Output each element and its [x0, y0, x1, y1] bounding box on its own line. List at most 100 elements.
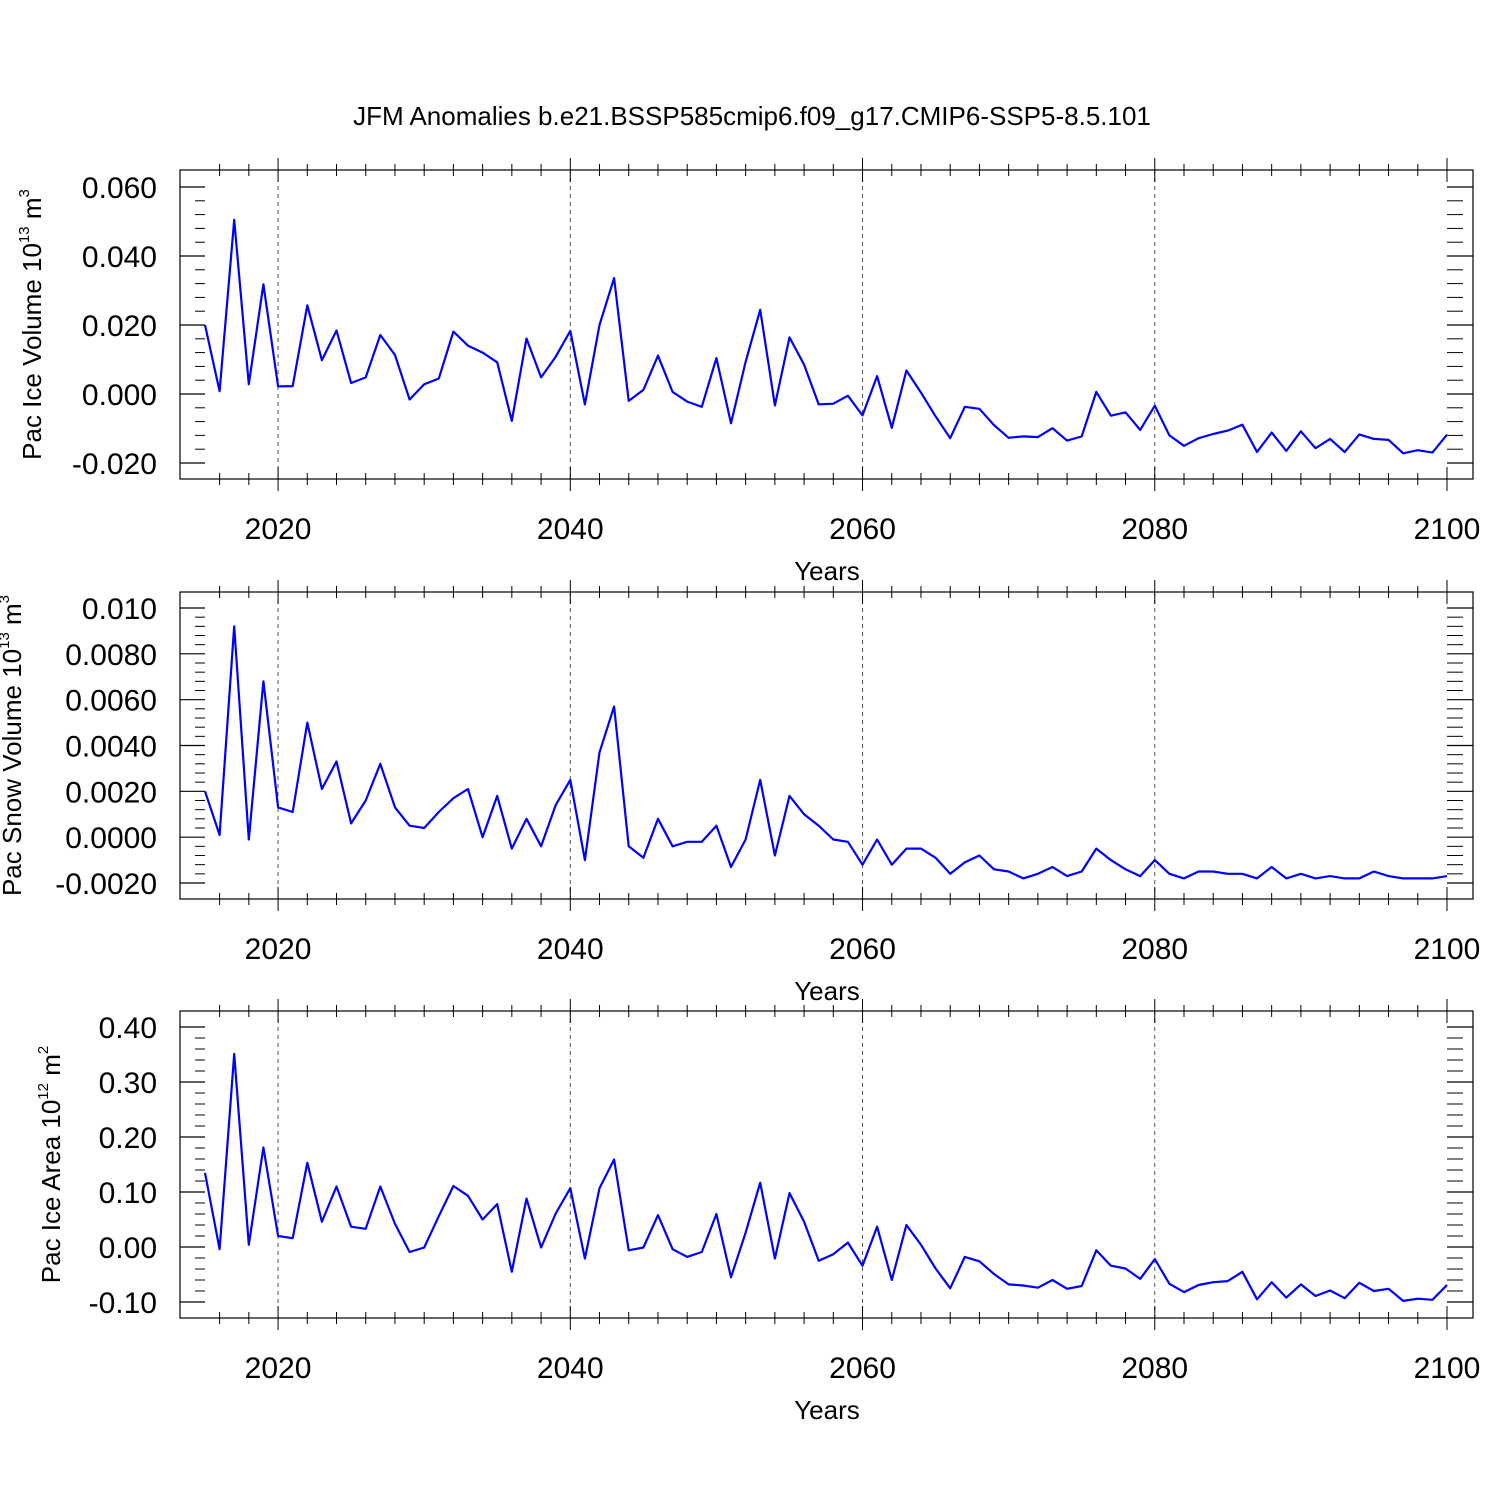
data-point — [1227, 1280, 1229, 1282]
data-point — [248, 383, 250, 385]
y-tick-label: 0.10 — [99, 1177, 157, 1210]
data-point — [744, 361, 746, 363]
data-point — [379, 1185, 381, 1187]
data-point — [584, 1257, 586, 1259]
data-point — [218, 1248, 220, 1250]
data-point — [788, 795, 790, 797]
data-point — [1431, 877, 1433, 879]
data-point — [920, 391, 922, 393]
data-point — [891, 1279, 893, 1281]
data-point — [949, 873, 951, 875]
x-tick-label: 2040 — [537, 1352, 604, 1385]
data-point — [496, 795, 498, 797]
data-point — [248, 838, 250, 840]
chart-title: JFM Anomalies b.e21.BSSP585cmip6.f09_g17… — [353, 101, 1151, 131]
y-axis-label-unit: m — [0, 603, 27, 632]
data-point — [350, 382, 352, 384]
data-point — [277, 1235, 279, 1237]
data-point — [218, 834, 220, 836]
data-point — [715, 825, 717, 827]
data-point — [1154, 405, 1156, 407]
x-tick-label: 2020 — [245, 1352, 312, 1385]
data-point — [1110, 859, 1112, 861]
y-axis-label-exponent: 13 — [16, 226, 33, 243]
data-point — [408, 825, 410, 827]
data-point — [452, 330, 454, 332]
data-point — [1081, 435, 1083, 437]
data-point — [1081, 870, 1083, 872]
data-point — [1110, 1265, 1112, 1267]
data-point — [715, 357, 717, 359]
y-axis-label-exponent: 13 — [0, 632, 13, 649]
data-point — [1212, 1281, 1214, 1283]
y-tick-label: 0.40 — [99, 1012, 157, 1045]
data-point — [1417, 449, 1419, 451]
data-point — [438, 377, 440, 379]
data-point — [1387, 1288, 1389, 1290]
data-point — [1314, 1295, 1316, 1297]
data-point — [1358, 433, 1360, 435]
data-point — [511, 420, 513, 422]
panel-ice-area: 2020 2040 2060 2080 2100 Years -0.10 0.00 0.10 0.… — [35, 999, 1480, 1425]
series-line — [203, 1052, 1448, 1303]
data-point — [613, 277, 615, 279]
data-point — [1285, 450, 1287, 452]
x-tick-label: 2020 — [245, 933, 312, 966]
y-tick-label: 0.0080 — [65, 639, 157, 672]
data-point — [394, 1223, 396, 1225]
data-point — [277, 806, 279, 808]
data-point — [1256, 451, 1258, 453]
data-point — [1066, 875, 1068, 877]
data-point — [628, 400, 630, 402]
data-point — [335, 1185, 337, 1187]
data-point — [248, 1244, 250, 1246]
data-point — [1227, 873, 1229, 875]
data-point — [642, 389, 644, 391]
data-point — [1037, 1287, 1039, 1289]
y-axis-label: Pac Snow Volume 1013 m3 — [0, 595, 27, 896]
data-point — [598, 324, 600, 326]
data-point — [642, 1246, 644, 1248]
data-point — [832, 1253, 834, 1255]
plot-frame — [179, 1010, 1474, 1319]
y-axis-label-unit-exponent: 2 — [35, 1046, 52, 1054]
data-point — [1285, 1296, 1287, 1298]
data-point — [438, 1215, 440, 1217]
data-point — [1197, 870, 1199, 872]
data-point — [1270, 866, 1272, 868]
data-point — [1446, 434, 1448, 436]
x-tick-label: 2100 — [1414, 513, 1481, 546]
data-point — [1402, 1300, 1404, 1302]
x-axis-label: Years — [794, 1395, 860, 1425]
data-point — [1344, 1297, 1346, 1299]
data-point — [1183, 1291, 1185, 1293]
data-point — [759, 1181, 761, 1183]
data-point — [584, 859, 586, 861]
data-point — [993, 868, 995, 870]
y-tick-label: 0.00 — [99, 1232, 157, 1265]
data-point — [1256, 1298, 1258, 1300]
data-point — [920, 847, 922, 849]
y-tick-label: 0.010 — [82, 593, 157, 626]
data-point — [1051, 427, 1053, 429]
data-point — [511, 1271, 513, 1273]
data-point — [803, 813, 805, 815]
x-tick-label: 2060 — [829, 933, 896, 966]
panel-ice-volume: 2020 2040 2060 2080 2100 Years -0.020 0.000 0.02… — [16, 158, 1480, 586]
data-point — [701, 1251, 703, 1253]
data-point — [613, 1158, 615, 1160]
data-point — [321, 788, 323, 790]
data-point — [628, 1249, 630, 1251]
data-point — [978, 854, 980, 856]
data-point — [1168, 1283, 1170, 1285]
data-point — [1314, 877, 1316, 879]
data-point — [291, 1237, 293, 1239]
data-point — [1022, 435, 1024, 437]
y-tick-label: -0.0020 — [55, 868, 157, 901]
data-point — [657, 355, 659, 357]
data-point — [438, 811, 440, 813]
data-point — [905, 1224, 907, 1226]
x-tick-label: 2100 — [1414, 933, 1481, 966]
data-point — [1022, 877, 1024, 879]
data-point — [525, 1197, 527, 1199]
